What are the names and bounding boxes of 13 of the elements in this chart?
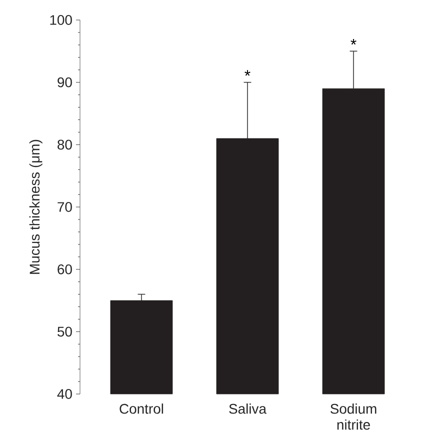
y-tick-label: 40 <box>57 389 72 399</box>
y-axis-title: Mucus thickness (μm) <box>29 140 42 274</box>
annotation: * <box>244 70 250 76</box>
x-tick-label: Control <box>120 404 164 414</box>
y-tick-label: 80 <box>58 140 72 150</box>
y-tick-label: 70 <box>58 202 72 212</box>
y-tick-label: 50 <box>58 326 72 337</box>
y-tick-label: 100 <box>50 15 72 25</box>
x-tick-label: Saliva <box>229 404 266 414</box>
y-tick-label: 90 <box>58 77 72 88</box>
y-tick-label: 60 <box>58 264 72 274</box>
x-tick-label: Sodium nitrite <box>330 404 376 430</box>
annotation: * <box>350 39 356 45</box>
